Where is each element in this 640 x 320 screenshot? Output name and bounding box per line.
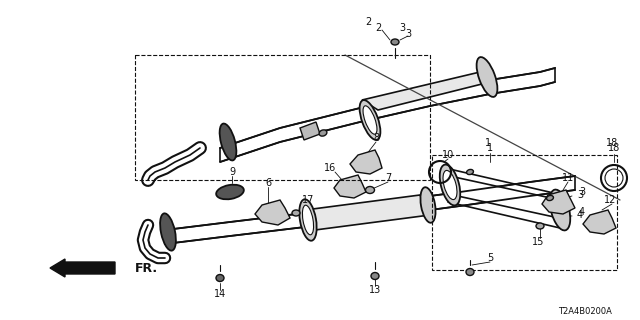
Text: 9: 9 <box>229 167 235 177</box>
Text: 4: 4 <box>577 210 583 220</box>
Text: 3: 3 <box>577 190 583 200</box>
Ellipse shape <box>467 169 474 175</box>
Ellipse shape <box>550 189 570 230</box>
Text: 16: 16 <box>324 163 336 173</box>
Text: 1: 1 <box>485 138 491 148</box>
Polygon shape <box>165 176 575 244</box>
Text: 18: 18 <box>606 138 618 148</box>
Polygon shape <box>220 68 555 162</box>
Polygon shape <box>445 175 568 220</box>
Text: 8: 8 <box>373 133 379 143</box>
Polygon shape <box>255 200 290 225</box>
Polygon shape <box>362 72 490 110</box>
Ellipse shape <box>292 210 300 216</box>
Text: 4: 4 <box>579 207 585 217</box>
FancyArrow shape <box>50 259 115 277</box>
Ellipse shape <box>443 171 457 200</box>
Ellipse shape <box>360 100 380 140</box>
Text: 18: 18 <box>608 143 620 153</box>
Polygon shape <box>305 195 430 230</box>
Text: 5: 5 <box>487 253 493 263</box>
Ellipse shape <box>536 223 544 229</box>
Text: 2: 2 <box>375 23 381 33</box>
Text: 14: 14 <box>214 289 226 299</box>
Text: 6: 6 <box>265 178 271 188</box>
Ellipse shape <box>216 275 224 282</box>
Bar <box>135 55 430 180</box>
Ellipse shape <box>319 130 327 136</box>
Ellipse shape <box>300 199 317 241</box>
Ellipse shape <box>605 169 623 187</box>
Ellipse shape <box>216 185 244 199</box>
Polygon shape <box>350 150 382 174</box>
Text: 13: 13 <box>369 285 381 295</box>
Polygon shape <box>334 175 366 198</box>
Text: 3: 3 <box>405 29 411 39</box>
Ellipse shape <box>466 268 474 276</box>
Ellipse shape <box>303 205 314 235</box>
Ellipse shape <box>547 196 554 201</box>
Polygon shape <box>300 122 320 140</box>
Ellipse shape <box>420 187 436 223</box>
Polygon shape <box>583 210 616 234</box>
Ellipse shape <box>391 39 399 45</box>
Ellipse shape <box>440 164 460 205</box>
Ellipse shape <box>160 213 176 251</box>
Ellipse shape <box>477 57 497 97</box>
Text: 1: 1 <box>487 143 493 153</box>
Text: 12: 12 <box>604 195 616 205</box>
Text: 2: 2 <box>365 17 371 27</box>
Text: 10: 10 <box>442 150 454 160</box>
Bar <box>432 155 617 270</box>
Text: 3: 3 <box>399 23 405 33</box>
Ellipse shape <box>365 187 374 194</box>
Ellipse shape <box>363 106 377 134</box>
Text: 3: 3 <box>579 187 585 197</box>
Text: FR.: FR. <box>135 261 158 275</box>
Text: 15: 15 <box>532 237 544 247</box>
Text: T2A4B0200A: T2A4B0200A <box>558 308 612 316</box>
Ellipse shape <box>220 124 236 160</box>
Text: 11: 11 <box>562 173 574 183</box>
Ellipse shape <box>371 273 379 279</box>
Text: 7: 7 <box>385 173 391 183</box>
Text: 17: 17 <box>302 195 314 205</box>
Polygon shape <box>542 190 575 214</box>
